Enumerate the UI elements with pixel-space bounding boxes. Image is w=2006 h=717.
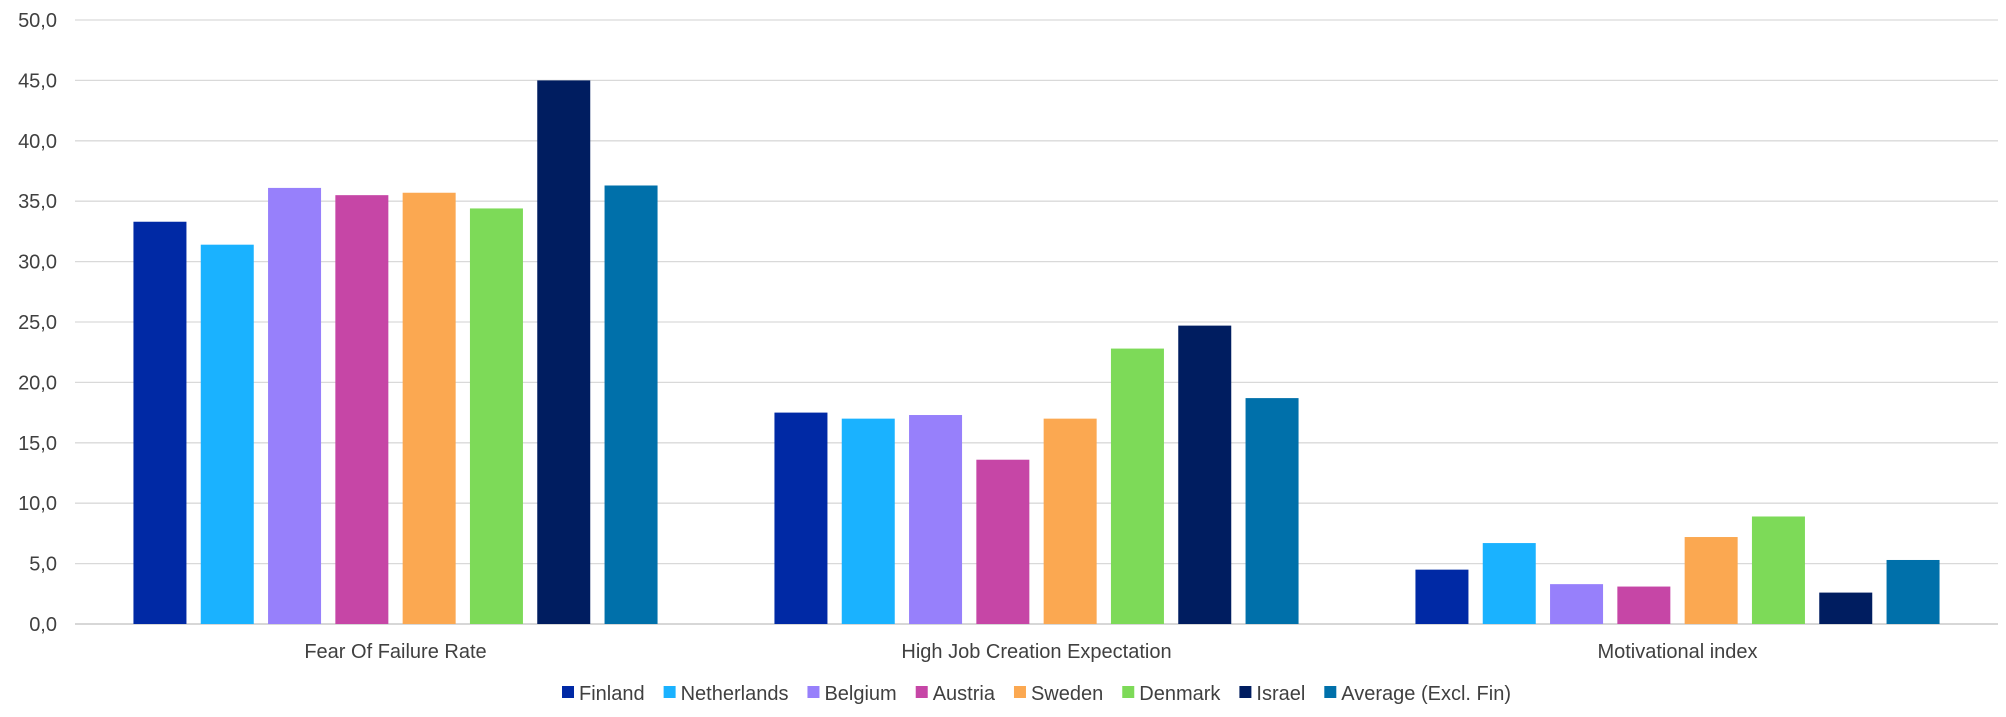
y-tick-label: 50,0 <box>18 10 57 32</box>
legend-swatch <box>1324 686 1337 698</box>
bar-finland-1 <box>133 221 187 624</box>
bar-average-excl-fin-3 <box>1886 559 1940 624</box>
bar-israel-1 <box>537 80 591 624</box>
legend-label: Finland <box>579 683 645 705</box>
legend-label: Israel <box>1256 683 1305 705</box>
legend-label: Denmark <box>1139 683 1221 705</box>
bar-denmark-3 <box>1751 516 1805 624</box>
legend-label: Austria <box>933 683 996 705</box>
legend-label: Belgium <box>824 683 896 705</box>
bar-finland-3 <box>1415 569 1469 624</box>
y-tick-label: 5,0 <box>29 554 57 576</box>
x-category-label: High Job Creation Expectation <box>901 641 1171 663</box>
bar-denmark-2 <box>1110 348 1164 624</box>
legend-swatch <box>807 686 820 698</box>
bar-austria-3 <box>1617 586 1671 624</box>
bar-netherlands-3 <box>1482 543 1536 624</box>
y-axis-ticks: 0,0 5,0 10,0 15,0 20,0 25,0 30,0 35,0 40,0 45,0 50… <box>18 10 57 636</box>
bar-belgium-3 <box>1550 584 1604 624</box>
y-tick-label: 25,0 <box>18 312 57 334</box>
y-tick-label: 40,0 <box>18 131 57 153</box>
bar-austria-2 <box>976 459 1030 624</box>
legend-swatch <box>562 686 575 698</box>
bar-israel-3 <box>1819 592 1873 624</box>
bar-sweden-2 <box>1043 418 1097 624</box>
y-tick-label: 45,0 <box>18 70 57 92</box>
legend-swatch <box>1122 686 1135 698</box>
legend-label: Netherlands <box>681 683 789 705</box>
bar-denmark-1 <box>469 208 523 624</box>
bar-austria-1 <box>335 195 389 624</box>
x-category-label: Motivational index <box>1597 641 1757 663</box>
x-category-label: Fear Of Failure Rate <box>304 641 486 663</box>
bar-finland-2 <box>774 412 828 624</box>
legend-swatch <box>663 686 676 698</box>
bar-belgium-1 <box>268 187 322 625</box>
y-tick-label: 35,0 <box>18 191 57 213</box>
bar-israel-2 <box>1178 325 1232 624</box>
gridlines <box>75 19 1998 625</box>
bar-average-excl-fin-1 <box>604 185 658 624</box>
bar-netherlands-2 <box>841 418 895 624</box>
y-tick-label: 0,0 <box>29 614 57 636</box>
y-tick-label: 15,0 <box>18 433 57 455</box>
y-tick-label: 10,0 <box>18 493 57 515</box>
bar-belgium-2 <box>909 415 963 624</box>
bar-sweden-1 <box>402 192 456 624</box>
y-tick-label: 20,0 <box>18 372 57 394</box>
y-tick-label: 30,0 <box>18 252 57 274</box>
legend: Finland Netherlands Belgium Austria Sweden De… <box>562 683 1511 705</box>
legend-swatch <box>1013 686 1026 698</box>
legend-label: Average (Excl. Fin) <box>1341 683 1511 705</box>
bar-average-excl-fin-2 <box>1245 398 1299 624</box>
x-axis-categories: Fear Of Failure Rate High Job Creation Ex… <box>304 641 1757 663</box>
legend-swatch <box>915 686 928 698</box>
bar-sweden-3 <box>1684 537 1738 624</box>
bars <box>133 80 1940 625</box>
legend-swatch <box>1239 686 1252 698</box>
bar-netherlands-1 <box>200 244 254 625</box>
legend-label: Sweden <box>1031 683 1103 705</box>
